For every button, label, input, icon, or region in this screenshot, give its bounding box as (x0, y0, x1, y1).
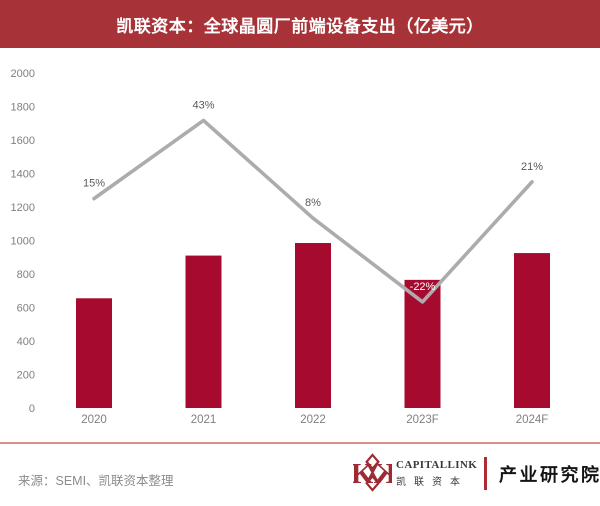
growth-label-2022: 8% (305, 197, 321, 209)
brand-text-block: CAPITALLINK 凯联资本 (396, 459, 488, 488)
y-tick-label-800: 800 (17, 269, 35, 281)
title-bar: 凯联资本：全球晶圆厂前端设备支出（亿美元） (0, 0, 600, 48)
y-tick-label-0: 0 (29, 403, 35, 415)
brand-name-cn: 凯联资本 (396, 477, 468, 488)
bar-2023F (404, 279, 441, 408)
y-tick-label-2000: 2000 (11, 68, 35, 80)
source-note: 来源：SEMI、凯联资本整理 (18, 474, 174, 488)
capitallink-logo-icon: K K (351, 452, 396, 493)
y-tick-label-600: 600 (17, 303, 35, 315)
brand-name-en: CAPITALLINK (396, 459, 478, 471)
y-tick-label-1800: 1800 (11, 102, 35, 114)
page-title: 凯联资本：全球晶圆厂前端设备支出（亿美元） (116, 16, 484, 36)
logo-divider (484, 457, 487, 490)
y-tick-label-1200: 1200 (11, 202, 35, 214)
footer-divider-line (0, 442, 600, 444)
y-tick-label-1000: 1000 (11, 236, 35, 248)
x-category-label-2022: 2022 (300, 414, 326, 426)
y-tick-label-1600: 1600 (11, 135, 35, 147)
bar-2022 (295, 243, 331, 408)
bar-2021 (185, 255, 222, 408)
y-tick-label-400: 400 (17, 336, 35, 348)
chart-canvas: 0 200 400 600 800 1000 1200 1400 1600 1800 2000 15%… (11, 68, 550, 426)
growth-line (92, 118, 534, 304)
x-category-label-2020: 2020 (81, 414, 107, 426)
y-tick-label-1400: 1400 (11, 169, 35, 181)
growth-label-2024F: 21% (521, 161, 543, 173)
x-category-label-2024F: 2024F (516, 414, 549, 426)
growth-label-2020: 15% (83, 178, 105, 190)
bar-2024F (514, 253, 550, 408)
org-name: 产业研究院 (499, 465, 600, 485)
x-category-label-2021: 2021 (191, 414, 217, 426)
bar-2020 (76, 298, 112, 408)
x-category-label-2023F: 2023F (406, 414, 439, 426)
growth-label-2023F: -22% (410, 281, 436, 293)
svg-text:K: K (374, 459, 392, 490)
logo-block: K K CAPITALLINK 凯联资本 产业研究院 (351, 451, 600, 497)
y-tick-label-200: 200 (17, 370, 35, 382)
growth-label-2021: 43% (192, 99, 214, 111)
